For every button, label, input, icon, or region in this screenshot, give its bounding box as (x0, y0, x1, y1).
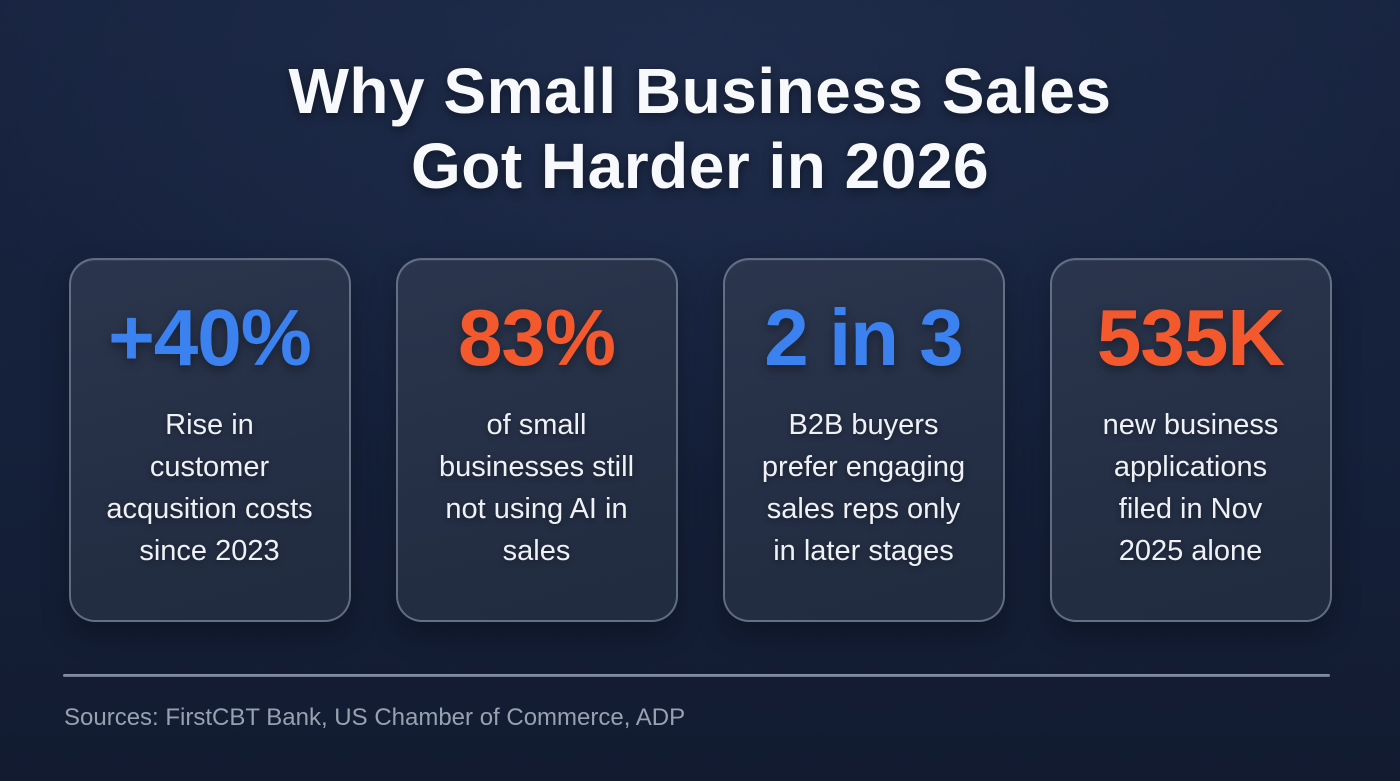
stat-card-new-applications: 535K new business applications filed in … (1049, 258, 1332, 622)
title-line-1: Why Small Business Sales (288, 55, 1112, 127)
page-title: Why Small Business Sales Got Harder in 2… (0, 54, 1400, 204)
stat-description: of small businesses still not using AI i… (438, 409, 635, 567)
title-line-2: Got Harder in 2026 (410, 130, 990, 202)
stat-description: Rise in customer acqusition costs since … (106, 409, 313, 567)
footer-divider (63, 674, 1330, 677)
stat-card-customer-acquisition: +40% Rise in customer acqusition costs s… (68, 258, 351, 622)
stat-card-b2b-buyers: 2 in 3 B2B buyers prefer engaging sales … (722, 258, 1005, 622)
stat-value: +40% (108, 293, 312, 382)
stat-value: 83% (457, 293, 616, 382)
stat-value: 2 in 3 (764, 293, 964, 382)
infographic-root: Why Small Business Sales Got Harder in 2… (0, 54, 1400, 781)
stat-value: 535K (1096, 293, 1285, 382)
stat-cards-row: +40% Rise in customer acqusition costs s… (0, 258, 1400, 622)
sources-text: Sources: FirstCBT Bank, US Chamber of Co… (64, 704, 686, 731)
stat-description: new business applications filed in Nov 2… (1102, 409, 1279, 567)
stat-description: B2B buyers prefer engaging sales reps on… (761, 409, 966, 567)
stat-card-ai-adoption: 83% of small businesses still not using … (395, 258, 678, 622)
